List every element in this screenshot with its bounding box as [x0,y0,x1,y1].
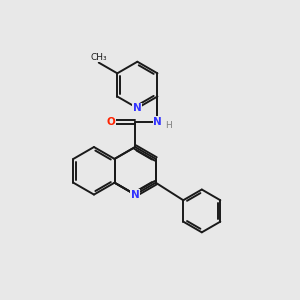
Text: H: H [165,121,172,130]
Text: N: N [153,117,162,127]
Text: N: N [133,103,142,113]
Text: CH₃: CH₃ [90,53,107,62]
Text: N: N [131,190,140,200]
Text: O: O [106,117,115,127]
